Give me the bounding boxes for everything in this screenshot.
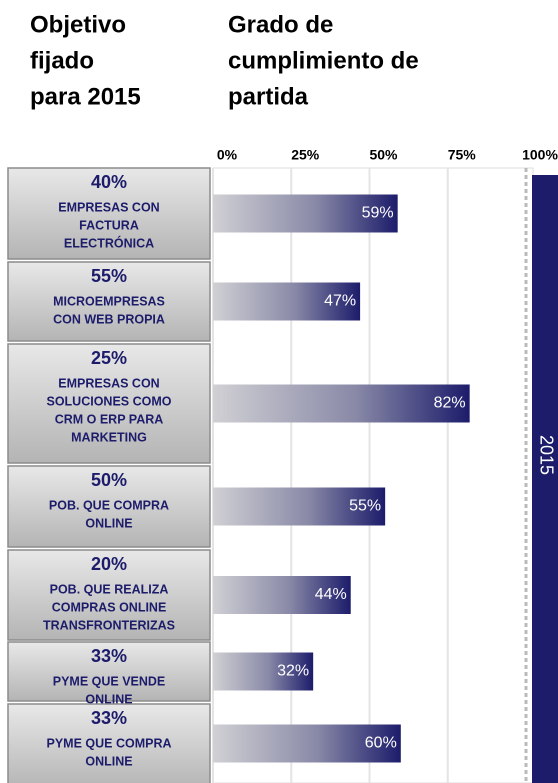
category-label: EMPRESAS CON [58, 200, 159, 214]
bar [213, 487, 386, 526]
category-label: ONLINE [85, 692, 132, 706]
target-label: 20% [91, 554, 127, 574]
chart-title: cumplimiento de [228, 47, 419, 74]
category-label: MARKETING [71, 430, 147, 444]
value-label: 55% [349, 498, 381, 515]
category-label: CON WEB PROPIA [53, 312, 165, 326]
chart-title: partida [228, 83, 309, 110]
year-band-label: 2015 [536, 435, 556, 475]
x-tick-label: 100% [522, 147, 558, 163]
category-label: TRANSFRONTERIZAS [43, 618, 175, 632]
category-box [7, 549, 211, 641]
x-tick-label: 50% [369, 147, 398, 163]
left-header: Objetivo [30, 11, 126, 38]
left-header: para 2015 [30, 83, 141, 110]
category-box [7, 703, 211, 783]
year-band [532, 175, 558, 783]
left-header: fijado [30, 47, 94, 74]
target-label: 33% [91, 646, 127, 666]
category-label: COMPRAS ONLINE [52, 600, 167, 614]
category-box [7, 641, 211, 702]
bar [213, 384, 470, 423]
x-tick-label: 0% [217, 147, 238, 163]
target-label: 50% [91, 470, 127, 490]
value-label: 47% [324, 293, 356, 310]
category-label: EMPRESAS CON [58, 376, 159, 390]
bar [213, 576, 351, 614]
target-label: 33% [91, 708, 127, 728]
value-label: 60% [365, 735, 397, 752]
category-box [7, 167, 211, 260]
category-label: FACTURA [79, 218, 139, 232]
bar [213, 652, 314, 691]
bar [213, 724, 401, 763]
category-label: ELECTRÓNICA [64, 235, 154, 250]
category-label: POB. QUE COMPRA [49, 498, 169, 512]
target-label: 25% [91, 348, 127, 368]
target-label: 40% [91, 172, 127, 192]
chart-title: Grado de [228, 11, 333, 38]
category-label: ONLINE [85, 516, 132, 530]
x-tick-label: 25% [291, 147, 320, 163]
category-label: MICROEMPRESAS [53, 294, 165, 308]
target-label: 55% [91, 266, 127, 286]
category-label: SOLUCIONES COMO [46, 394, 171, 408]
category-label: ONLINE [85, 754, 132, 768]
category-label: PYME QUE VENDE [53, 674, 166, 688]
category-box [7, 261, 211, 342]
bar [213, 194, 398, 233]
category-box [7, 465, 211, 548]
x-tick-label: 75% [448, 147, 477, 163]
bar [213, 282, 361, 321]
category-box [7, 343, 211, 464]
category-label: POB. QUE REALIZA [50, 582, 169, 596]
category-label: PYME QUE COMPRA [46, 736, 171, 750]
value-label: 44% [315, 586, 347, 603]
value-label: 82% [434, 395, 466, 412]
plot-area [212, 167, 534, 783]
value-label: 59% [362, 205, 394, 222]
value-label: 32% [277, 663, 309, 680]
category-label: CRM O ERP PARA [55, 412, 164, 426]
